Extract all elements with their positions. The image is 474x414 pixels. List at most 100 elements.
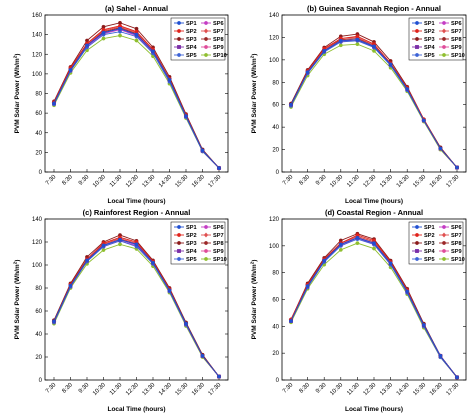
y-axis-label-close: ) (251, 260, 258, 262)
legend-marker-sp10 (442, 53, 446, 57)
legend-marker-sp4 (415, 249, 419, 253)
x-tick-label: 7:30 (45, 174, 58, 187)
data-point-sp1 (305, 70, 310, 75)
x-tick-label: 16:30 (191, 174, 206, 189)
data-point-sp1 (372, 44, 376, 49)
legend-marker-sp9 (442, 249, 446, 253)
legend-marker-sp10 (204, 257, 208, 261)
legend-marker-sp5 (415, 53, 419, 57)
x-tick-label: 11:30 (346, 382, 361, 397)
legend-label-sp4: SP4 (186, 45, 197, 51)
data-point-sp1 (372, 241, 376, 246)
x-tick-label: 14:30 (396, 174, 411, 189)
data-point-sp10 (372, 246, 376, 251)
legend-marker-sp1 (415, 21, 419, 25)
legend-marker-sp7 (203, 28, 209, 34)
y-tick-label: 0 (39, 170, 43, 176)
legend-label-sp8: SP8 (213, 241, 224, 247)
legend-marker-sp7 (441, 232, 447, 238)
legend-label-sp4: SP4 (424, 45, 435, 51)
data-point-sp1 (200, 353, 205, 358)
legend-label-sp3: SP3 (186, 241, 197, 247)
x-tick-label: 16:30 (429, 174, 444, 189)
legend-marker-sp3 (415, 37, 419, 41)
legend-label-sp7: SP7 (451, 29, 462, 35)
data-point-sp1 (289, 319, 293, 323)
legend-label-sp8: SP8 (451, 241, 462, 247)
legend-marker-sp6 (204, 21, 208, 25)
y-axis-label-text: PVM Solar Power (Wh/m (14, 264, 21, 339)
x-tick-label: 12:30 (363, 174, 378, 189)
y-tick-label: 60 (272, 298, 279, 304)
data-point-sp2 (355, 34, 360, 39)
legend-marker-sp10 (204, 53, 208, 57)
y-axis-label-text: PVM Solar Power (Wh/m (251, 58, 258, 133)
data-point-sp1 (167, 77, 172, 82)
data-point-sp1 (305, 284, 310, 288)
data-point-sp1 (134, 242, 139, 247)
y-tick-label: 60 (35, 309, 42, 315)
x-axis-label: Local Time (hours) (345, 198, 403, 205)
x-tick-label: 14:30 (396, 382, 411, 397)
x-tick-label: 15:30 (412, 174, 427, 189)
data-point-sp1 (289, 102, 293, 107)
y-axis-label-text: PVM Solar Power (Wh/m (14, 58, 21, 133)
data-point-sp10 (355, 241, 360, 246)
x-tick-label: 17:30 (446, 174, 461, 189)
y-tick-label: 100 (32, 263, 43, 269)
x-tick-label: 13:30 (379, 174, 394, 189)
y-tick-label: 20 (272, 148, 279, 154)
x-tick-label: 9:30 (315, 174, 328, 187)
x-tick-label: 8:30 (299, 174, 312, 187)
legend-label-sp4: SP4 (186, 249, 197, 255)
legend-marker-sp8 (442, 241, 446, 245)
chart-panel-3: (c) Rainforest Region - Annual 0 20 40 60 80 1… (13, 208, 229, 413)
legend-label-sp1: SP1 (424, 21, 435, 27)
data-point-sp1 (134, 32, 139, 37)
y-tick-label: 0 (276, 170, 280, 176)
x-tick-label: 11:30 (346, 174, 361, 189)
legend-marker-sp8 (204, 241, 208, 245)
legend-marker-sp7 (203, 232, 209, 238)
data-point-sp1 (118, 237, 122, 242)
legend-label-sp7: SP7 (213, 29, 224, 35)
x-tick-label: 9:30 (78, 174, 91, 187)
legend-label-sp3: SP3 (424, 241, 435, 247)
legend-marker-sp8 (442, 37, 446, 41)
data-point-sp1 (184, 114, 188, 118)
data-point-sp1 (68, 283, 73, 288)
legend-label-sp7: SP7 (213, 233, 224, 239)
y-axis-label-sup: 2 (250, 55, 255, 58)
legend-marker-sp1 (415, 225, 419, 229)
x-tick-label: 8:30 (61, 174, 74, 187)
legend-label-sp10: SP10 (451, 257, 465, 263)
x-tick-label: 15:30 (412, 382, 427, 397)
y-tick-label: 20 (272, 351, 279, 357)
data-point-sp1 (52, 319, 56, 324)
legend-label-sp6: SP6 (451, 225, 462, 231)
legend-label-sp8: SP8 (451, 37, 462, 43)
y-axis-label: PVM Solar Power (Wh/m2) (13, 54, 22, 134)
y-tick-label: 140 (269, 13, 280, 19)
legend-marker-sp6 (442, 21, 446, 25)
data-point-sp1 (338, 38, 343, 43)
y-axis-label-sup: 2 (13, 261, 18, 264)
legend-marker-sp4 (177, 45, 181, 49)
legend-marker-sp9 (204, 249, 208, 253)
data-point-sp1 (68, 68, 73, 72)
legend-marker-sp10 (442, 257, 446, 261)
chart-title: (c) Rainforest Region - Annual (83, 208, 191, 217)
y-tick-label: 20 (35, 355, 42, 361)
x-tick-label: 8:30 (299, 382, 312, 395)
y-tick-label: 140 (32, 33, 43, 39)
x-axis-label: Local Time (hours) (345, 406, 403, 413)
data-point-sp1 (101, 30, 106, 35)
data-point-sp10 (101, 36, 106, 41)
x-tick-label: 13:30 (379, 382, 394, 397)
data-point-sp10 (372, 48, 376, 53)
y-axis-label: PVM Solar Power (Wh/m2) (250, 260, 259, 340)
data-point-sp1 (322, 258, 327, 263)
x-tick-label: 16:30 (191, 382, 206, 397)
x-tick-label: 12:30 (125, 174, 140, 189)
legend-marker-sp5 (177, 53, 181, 57)
